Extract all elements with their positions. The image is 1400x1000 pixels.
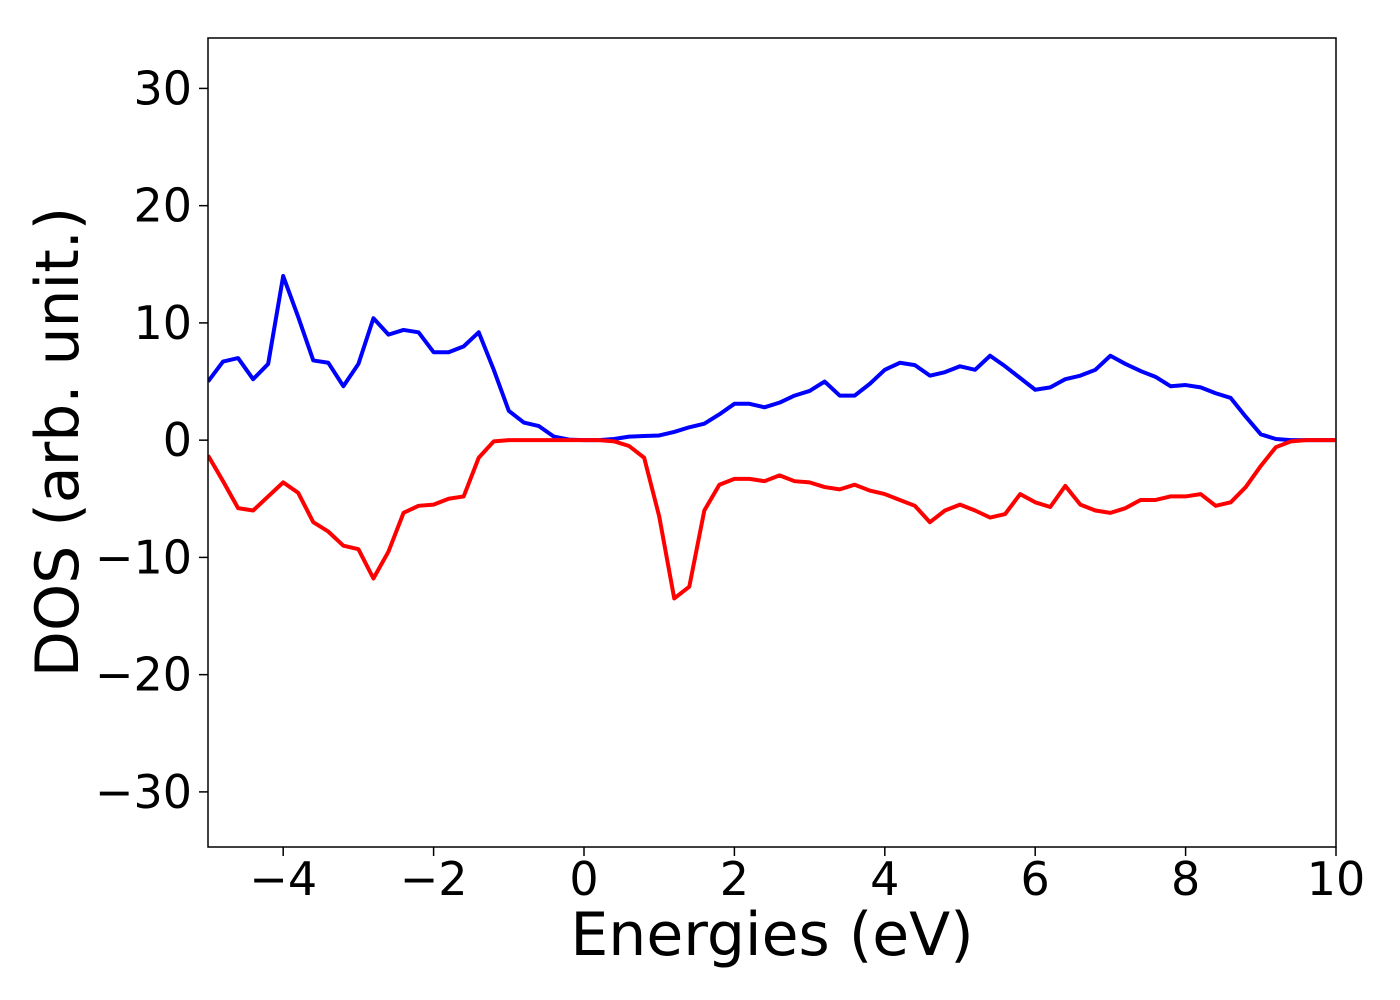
y-tick-label: 10	[133, 296, 192, 350]
x-tick-label: −4	[249, 852, 317, 906]
x-axis-label: Energies (eV)	[570, 900, 973, 970]
plot-frame	[207, 37, 1337, 848]
x-tick-label: 4	[870, 852, 899, 906]
y-tick-label: −20	[95, 648, 192, 702]
x-tick-label: 2	[720, 852, 749, 906]
y-tick-label: −30	[95, 765, 192, 819]
series-line	[208, 438, 1336, 601]
x-tick-label: 0	[569, 852, 598, 906]
x-tick-label: 6	[1021, 852, 1050, 906]
series-line	[208, 274, 1336, 443]
y-tick-label: −10	[95, 530, 192, 584]
y-tick-label: 20	[133, 179, 192, 233]
x-tick-label: 10	[1307, 852, 1366, 906]
y-axis-label: DOS (arb. unit.)	[23, 207, 93, 677]
y-tick-label: 30	[133, 61, 192, 115]
x-tick-label: 8	[1171, 852, 1200, 906]
x-tick-label: −2	[400, 852, 468, 906]
y-tick-label: 0	[163, 413, 192, 467]
